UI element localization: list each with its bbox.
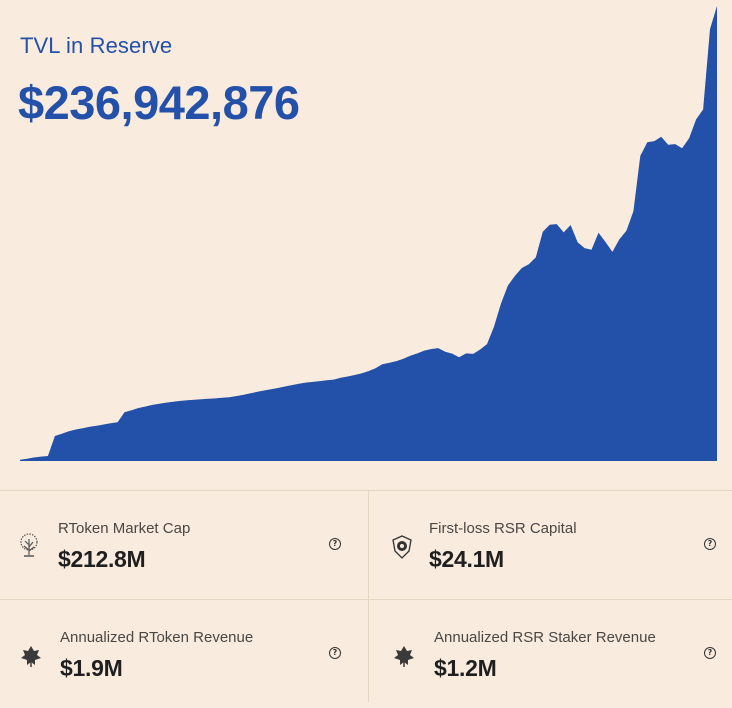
metric-label: Annualized RSR Staker Revenue [434, 629, 656, 646]
tvl-area-chart [20, 6, 717, 461]
tvl-area-series [20, 6, 717, 461]
tree-icon [18, 533, 40, 564]
tvl-total-value: $236,942,876 [18, 76, 300, 129]
help-icon[interactable]: ? [329, 647, 341, 659]
tvl-title: TVL in Reserve [20, 33, 173, 58]
metric-value: $1.2M [434, 655, 497, 681]
metric-card-annualized-rtoken-revenue: Annualized RToken Revenue $1.9M ? [0, 600, 365, 708]
help-icon[interactable]: ? [329, 538, 341, 550]
help-icon[interactable]: ? [704, 647, 716, 659]
metric-label: First-loss RSR Capital [429, 520, 577, 537]
leaf-icon [20, 644, 42, 673]
divider-vertical [368, 490, 369, 702]
help-icon[interactable]: ? [704, 538, 716, 550]
divider-top [0, 490, 732, 491]
metric-card-rtoken-market-cap: RToken Market Cap $212.8M ? [0, 491, 365, 599]
metric-value: $1.9M [60, 655, 123, 681]
shield-icon [391, 535, 413, 564]
metric-card-annualized-rsr-staker-revenue: Annualized RSR Staker Revenue $1.2M ? [369, 600, 732, 708]
leaf-icon [393, 644, 415, 673]
divider-middle [0, 599, 732, 600]
metric-card-first-loss-rsr-capital: First-loss RSR Capital $24.1M ? [369, 491, 732, 599]
metric-label: Annualized RToken Revenue [60, 629, 254, 646]
tvl-hero: TVL in Reserve $236,942,876 [18, 6, 717, 461]
metric-value: $212.8M [58, 546, 146, 572]
metric-value: $24.1M [429, 546, 504, 572]
metric-label: RToken Market Cap [58, 520, 191, 537]
